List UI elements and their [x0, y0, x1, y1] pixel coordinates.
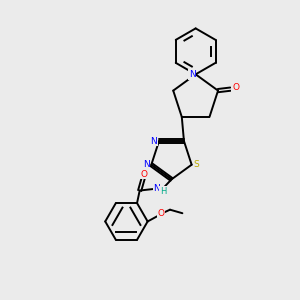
Text: S: S [194, 160, 199, 169]
Text: N: N [189, 70, 196, 79]
Text: O: O [158, 209, 165, 218]
Text: O: O [140, 169, 147, 178]
Text: H: H [160, 187, 167, 196]
Text: N: N [150, 136, 157, 146]
Text: O: O [232, 83, 239, 92]
Text: N: N [153, 184, 160, 193]
Text: N: N [143, 160, 149, 169]
